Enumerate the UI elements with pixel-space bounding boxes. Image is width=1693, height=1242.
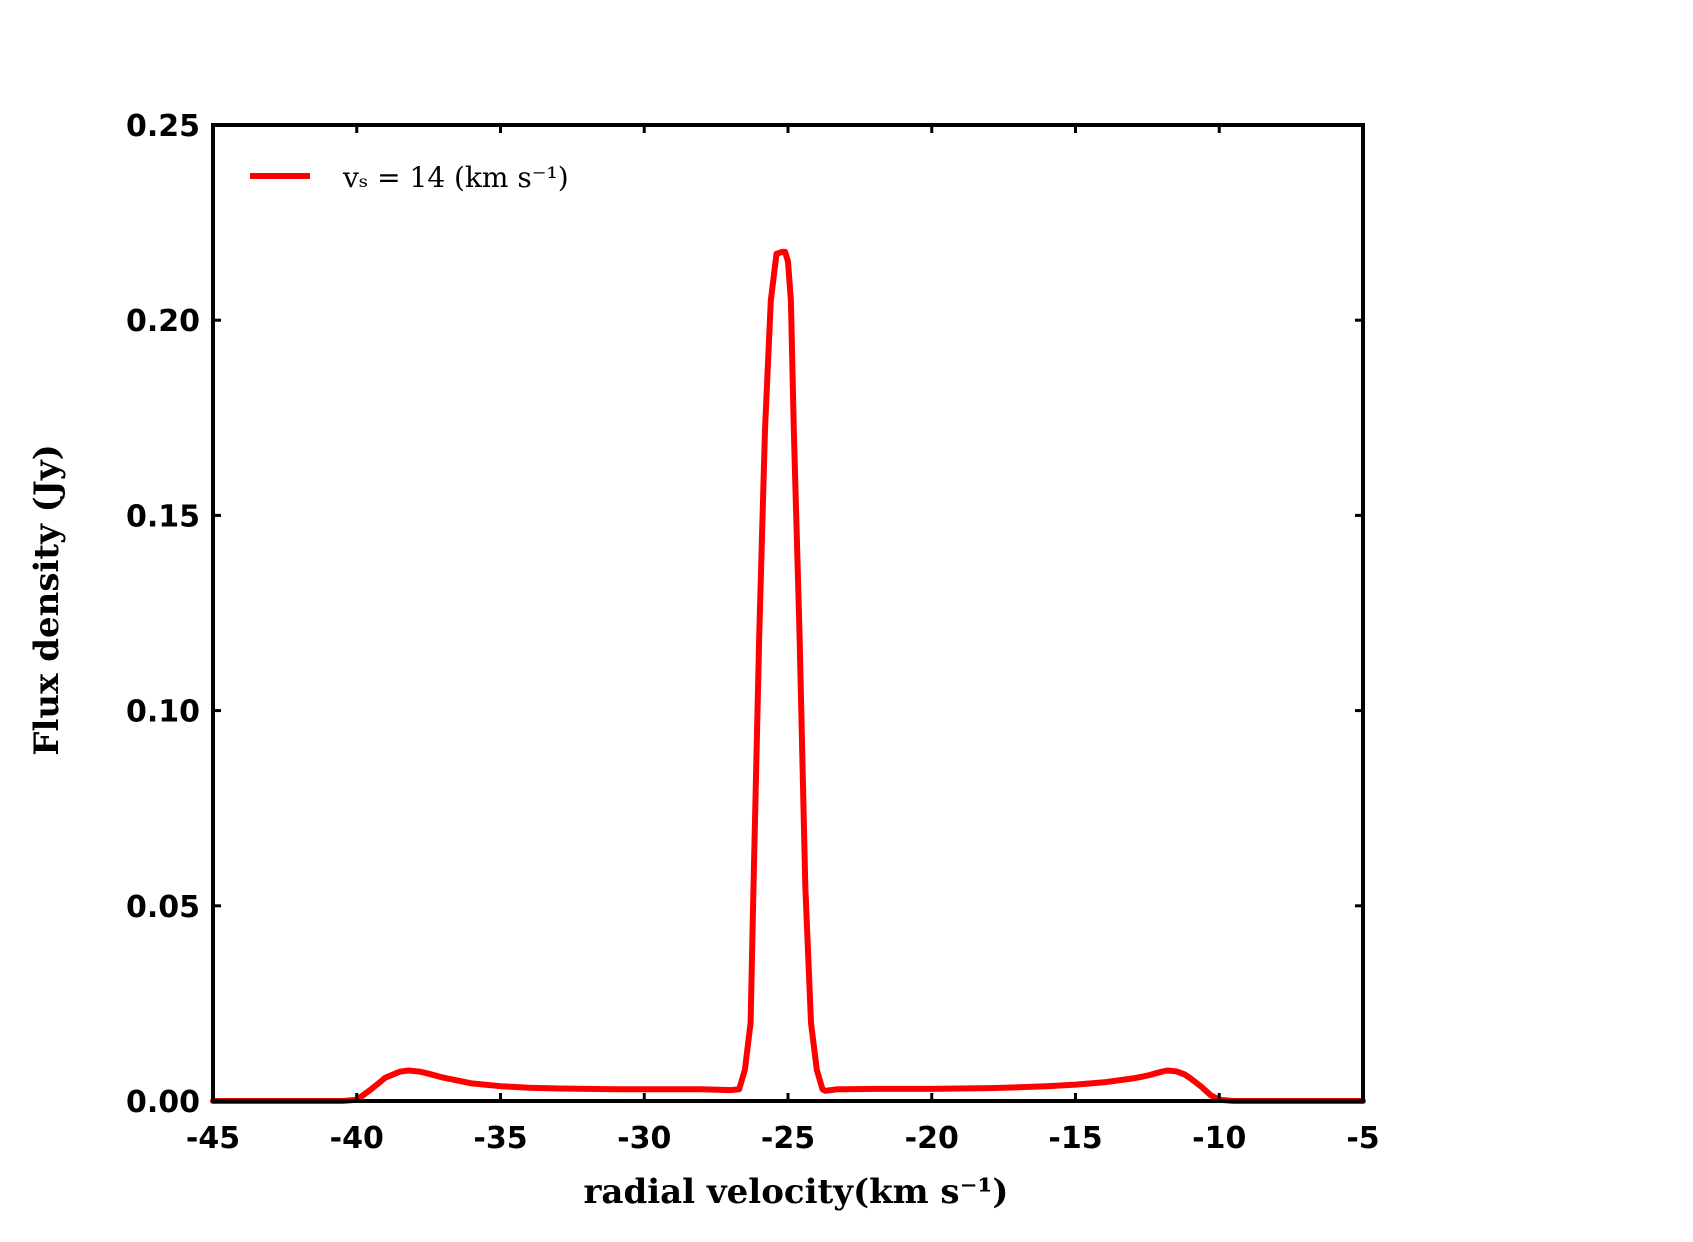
y-tick-label: 0.00 (126, 1085, 200, 1120)
x-tick-label: -25 (761, 1121, 815, 1156)
y-tick-label: 0.25 (126, 109, 200, 144)
y-tick-label: 0.20 (126, 304, 200, 339)
plot-frame (211, 123, 1365, 1103)
series-line (210, 248, 1366, 1104)
x-tick-label: -20 (905, 1121, 959, 1156)
x-tick-label: -35 (473, 1121, 527, 1156)
x-tick-label: -5 (1346, 1121, 1379, 1156)
y-tick-label: 0.10 (126, 695, 200, 730)
tick-labels: -45 -40 -35 -30 -25 -20 -15 -10 -5 0.00 0.05 0.10 0.… (126, 109, 1380, 1156)
plot-area (210, 248, 1366, 1104)
x-tick-label: -40 (330, 1121, 384, 1156)
x-tick-label: -10 (1192, 1121, 1246, 1156)
y-axis-title: Flux density (Jy) (27, 444, 67, 755)
x-tick-label: -15 (1048, 1121, 1102, 1156)
x-axis-title: radial velocity(km s⁻¹) (584, 1172, 1009, 1212)
legend-label: vₛ = 14 (km s⁻¹) (342, 161, 569, 194)
y-tick-label: 0.05 (126, 890, 200, 925)
x-tick-label: -30 (617, 1121, 671, 1156)
x-tick-label: -45 (186, 1121, 240, 1156)
legend: vₛ = 14 (km s⁻¹) (250, 161, 569, 194)
y-tick-label: 0.15 (126, 499, 200, 534)
